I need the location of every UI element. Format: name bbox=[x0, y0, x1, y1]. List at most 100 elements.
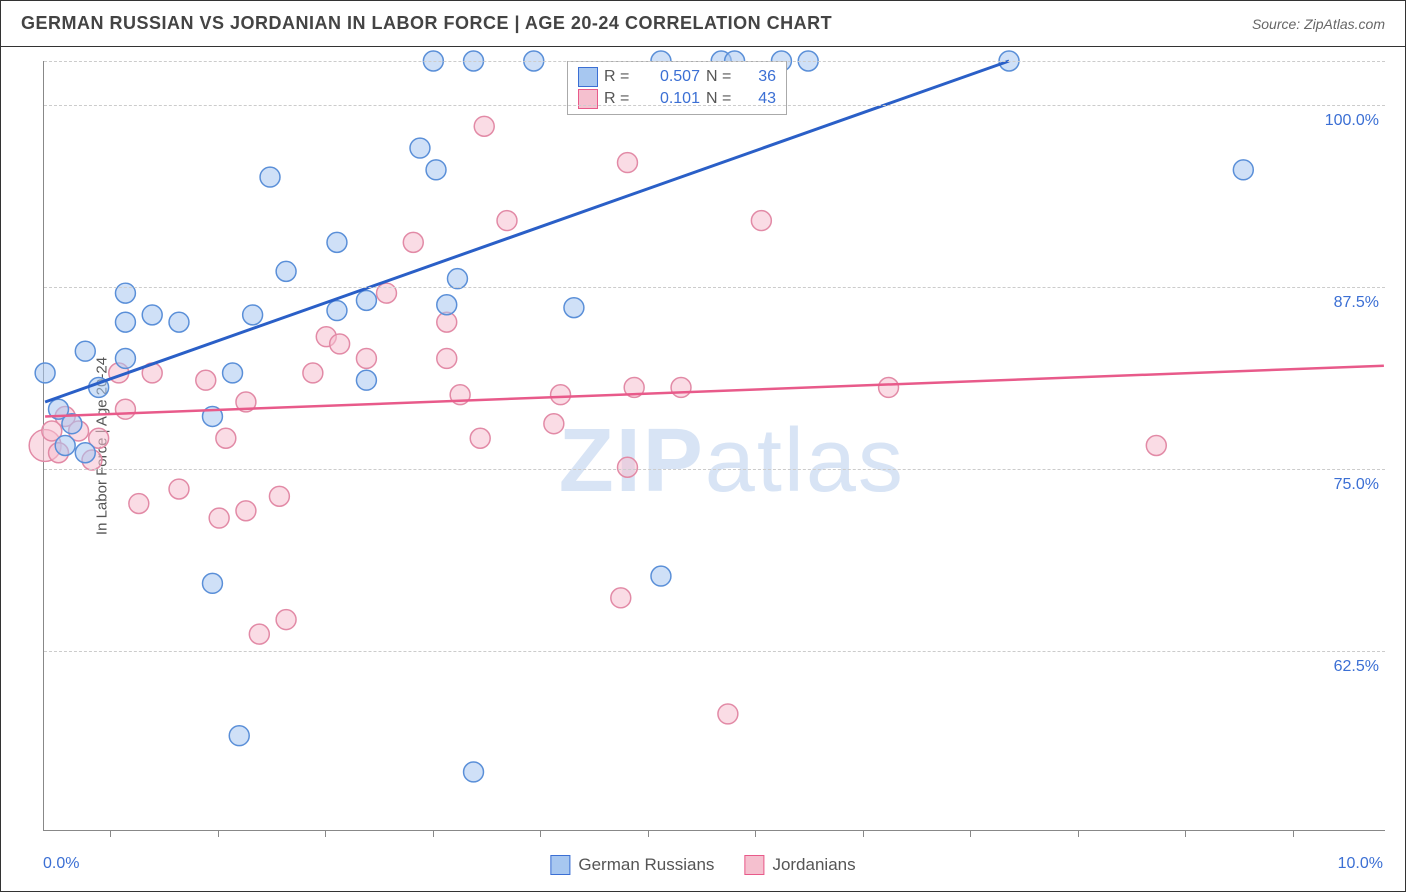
data-point bbox=[260, 167, 280, 187]
data-point bbox=[447, 269, 467, 289]
legend-n-label: N = bbox=[706, 68, 740, 86]
data-point bbox=[751, 211, 771, 231]
data-point bbox=[327, 232, 347, 252]
data-point bbox=[249, 624, 269, 644]
data-point bbox=[129, 494, 149, 514]
data-point bbox=[356, 290, 376, 310]
legend-row: R =0.101N =43 bbox=[578, 88, 776, 110]
data-point bbox=[169, 312, 189, 332]
legend-swatch bbox=[578, 67, 598, 87]
data-point bbox=[651, 566, 671, 586]
data-point bbox=[327, 301, 347, 321]
scatter-svg bbox=[44, 61, 1385, 830]
x-tick-mark bbox=[1185, 830, 1186, 837]
x-axis-min-label: 0.0% bbox=[43, 855, 79, 873]
x-tick-mark bbox=[648, 830, 649, 837]
data-point bbox=[437, 348, 457, 368]
data-point bbox=[497, 211, 517, 231]
legend-label: German Russians bbox=[578, 855, 714, 875]
x-tick-mark bbox=[755, 830, 756, 837]
legend-r-value: 0.507 bbox=[644, 68, 700, 86]
gridline bbox=[44, 287, 1385, 288]
data-point bbox=[229, 726, 249, 746]
data-point bbox=[464, 762, 484, 782]
data-point bbox=[671, 378, 691, 398]
data-point bbox=[403, 232, 423, 252]
data-point bbox=[564, 298, 584, 318]
data-point bbox=[1146, 436, 1166, 456]
data-point bbox=[356, 348, 376, 368]
trend-line bbox=[45, 366, 1384, 417]
data-point bbox=[356, 370, 376, 390]
data-point bbox=[303, 363, 323, 383]
data-point bbox=[470, 428, 490, 448]
gridline bbox=[44, 61, 1385, 62]
data-point bbox=[75, 443, 95, 463]
x-tick-mark bbox=[970, 830, 971, 837]
data-point bbox=[142, 305, 162, 325]
data-point bbox=[243, 305, 263, 325]
data-point bbox=[202, 573, 222, 593]
chart-header: GERMAN RUSSIAN VS JORDANIAN IN LABOR FOR… bbox=[1, 1, 1405, 47]
data-point bbox=[879, 378, 899, 398]
y-tick-label: 62.5% bbox=[1334, 658, 1379, 676]
data-point bbox=[55, 436, 75, 456]
data-point bbox=[269, 486, 289, 506]
legend-r-label: R = bbox=[604, 68, 638, 86]
legend-series: German Russians Jordanians bbox=[550, 855, 855, 875]
x-tick-mark bbox=[433, 830, 434, 837]
data-point bbox=[410, 138, 430, 158]
chart-container: GERMAN RUSSIAN VS JORDANIAN IN LABOR FOR… bbox=[0, 0, 1406, 892]
data-point bbox=[216, 428, 236, 448]
x-tick-mark bbox=[325, 830, 326, 837]
data-point bbox=[35, 363, 55, 383]
data-point bbox=[115, 312, 135, 332]
x-tick-mark bbox=[540, 830, 541, 837]
legend-row: R = 0.507 N = 36 bbox=[578, 66, 776, 88]
legend-swatch bbox=[744, 855, 764, 875]
data-point bbox=[276, 261, 296, 281]
y-tick-label: 87.5% bbox=[1334, 294, 1379, 312]
data-point bbox=[209, 508, 229, 528]
legend-label: Jordanians bbox=[772, 855, 855, 875]
data-point bbox=[330, 334, 350, 354]
legend-n-value: 36 bbox=[746, 68, 776, 86]
plot-area: ZIPatlas R =0.507N =36R =0.101N =43 bbox=[43, 61, 1385, 831]
data-point bbox=[196, 370, 216, 390]
legend-swatch bbox=[550, 855, 570, 875]
gridline bbox=[44, 469, 1385, 470]
data-point bbox=[115, 348, 135, 368]
trend-line bbox=[45, 61, 1009, 402]
y-tick-label: 100.0% bbox=[1325, 112, 1379, 130]
data-point bbox=[618, 457, 638, 477]
y-tick-label: 75.0% bbox=[1334, 476, 1379, 494]
x-tick-mark bbox=[218, 830, 219, 837]
data-point bbox=[718, 704, 738, 724]
data-point bbox=[1233, 160, 1253, 180]
x-tick-mark bbox=[1078, 830, 1079, 837]
x-axis-max-label: 10.0% bbox=[1338, 855, 1383, 873]
data-point bbox=[276, 610, 296, 630]
data-point bbox=[115, 399, 135, 419]
data-point bbox=[437, 295, 457, 315]
chart-source: Source: ZipAtlas.com bbox=[1252, 16, 1385, 32]
gridline bbox=[44, 105, 1385, 106]
data-point bbox=[551, 385, 571, 405]
legend-item: German Russians bbox=[550, 855, 714, 875]
data-point bbox=[426, 160, 446, 180]
data-point bbox=[75, 341, 95, 361]
data-point bbox=[544, 414, 564, 434]
data-point bbox=[223, 363, 243, 383]
data-point bbox=[474, 116, 494, 136]
x-tick-mark bbox=[1293, 830, 1294, 837]
legend-correlation: R = 0.507 N = 36 R =0.101N =43 bbox=[567, 61, 787, 115]
data-point bbox=[611, 588, 631, 608]
data-point bbox=[169, 479, 189, 499]
legend-item: Jordanians bbox=[744, 855, 855, 875]
chart-title: GERMAN RUSSIAN VS JORDANIAN IN LABOR FOR… bbox=[21, 13, 832, 34]
legend-swatch bbox=[578, 89, 598, 109]
gridline bbox=[44, 651, 1385, 652]
x-tick-mark bbox=[863, 830, 864, 837]
data-point bbox=[618, 153, 638, 173]
data-point bbox=[236, 501, 256, 521]
